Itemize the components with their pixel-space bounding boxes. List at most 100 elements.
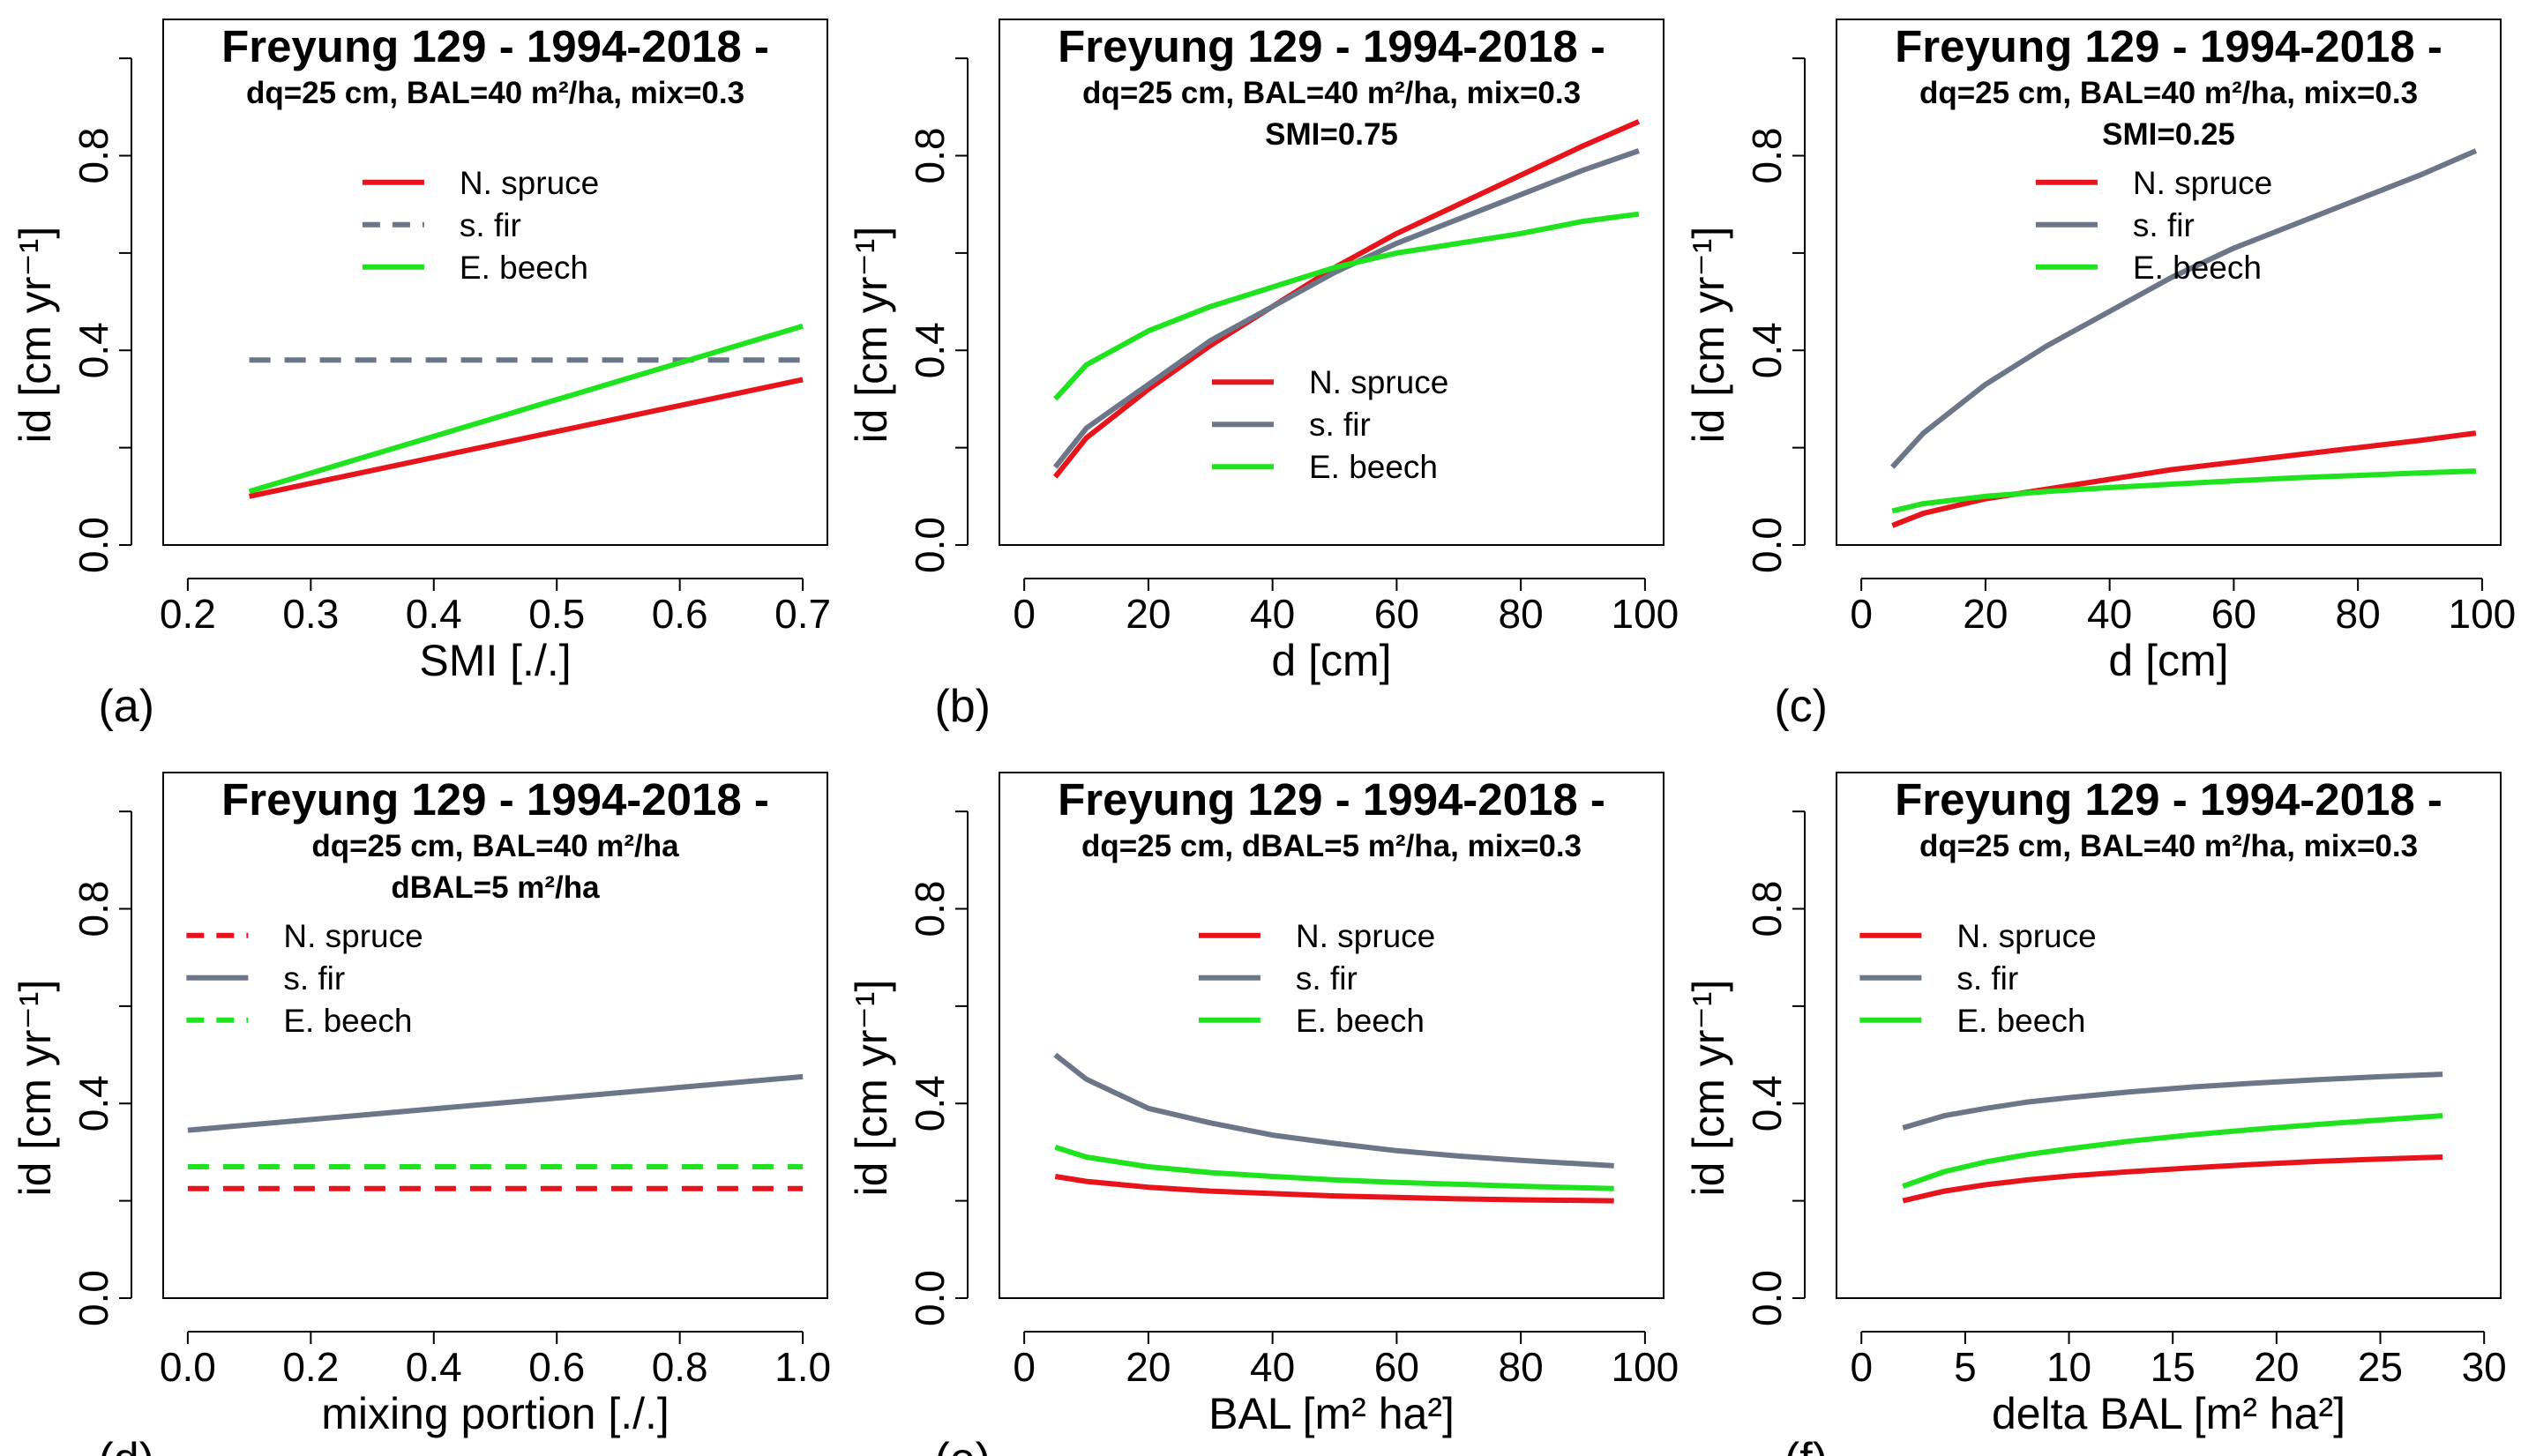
series-line-fir [1053,1052,1614,1169]
chart-panel-a: Freyung 129 - 1994-2018 - dq=25 cm, BAL=4… [11,19,831,732]
y-tick-label: 0.8 [71,881,116,937]
chart-subtitle: dq=25 cm, BAL=40 m²/ha [311,829,679,863]
x-tick-label: 100 [2449,591,2517,637]
x-tick-label: 0.8 [652,1344,708,1390]
series-line-fir [1890,148,2478,469]
x-axis-label: d [cm] [1271,636,1391,685]
y-tick-label: 0.4 [1744,322,1790,378]
x-tick-label: 60 [1374,1344,1419,1390]
chart-title: Freyung 129 - 1994-2018 - [1895,21,2442,71]
y-axis-label: id [cm yr⁻¹] [1684,227,1733,444]
legend-label-fir: s. fir [2133,207,2195,243]
x-tick-label: 100 [1612,591,1679,637]
legend-label-spruce: N. spruce [1296,918,1435,954]
legend-label-spruce: N. spruce [2133,165,2272,201]
x-tick-label: 80 [1499,1344,1544,1390]
plot-frame [999,19,1664,546]
legend-label-spruce: N. spruce [1956,918,2096,954]
y-axis-label: id [cm yr⁻¹] [847,980,896,1197]
x-tick-label: 0 [1850,1344,1873,1390]
y-tick-label: 0.0 [1744,517,1790,573]
y-tick-label: 0.0 [907,517,953,573]
y-axis-label: id [cm yr⁻¹] [1684,980,1733,1197]
y-axis-label: id [cm yr⁻¹] [847,227,896,444]
x-tick-label: 40 [2087,591,2132,637]
legend-label-beech: E. beech [1309,449,1438,485]
series-line-beech [1054,1145,1614,1191]
plot-frame [999,772,1664,1299]
chart-panel-e: Freyung 129 - 1994-2018 - dq=25 cm, dBAL=… [847,772,1679,1456]
series-line-spruce [1891,430,2477,528]
x-tick-label: 100 [1612,1344,1679,1390]
panel-label: (b) [934,681,991,732]
chart-title: Freyung 129 - 1994-2018 - [221,774,769,825]
legend-label-fir: s. fir [1296,960,1358,997]
y-tick-label: 0.0 [907,1270,953,1326]
chart-subtitle: dq=25 cm, BAL=40 m²/ha, mix=0.3 [1082,76,1581,110]
legend-label-beech: E. beech [460,250,588,286]
y-tick-label: 0.4 [907,1075,953,1131]
chart-panel-b: Freyung 129 - 1994-2018 - dq=25 cm, BAL=4… [847,19,1679,732]
chart-title: Freyung 129 - 1994-2018 - [221,21,769,71]
legend-label-beech: E. beech [283,1003,412,1039]
y-tick-label: 0.4 [71,322,116,378]
legend-label-fir: s. fir [283,960,345,997]
x-tick-label: 0.3 [282,591,339,637]
chart-title: Freyung 129 - 1994-2018 - [1058,774,1605,825]
x-tick-label: 40 [1250,1344,1295,1390]
legend-label-spruce: N. spruce [283,918,423,954]
y-tick-label: 0.8 [907,881,953,937]
x-tick-label: 60 [2211,591,2256,637]
chart-subtitle: dq=25 cm, BAL=40 m²/ha, mix=0.3 [246,76,744,110]
x-tick-label: 20 [1126,1344,1171,1390]
x-tick-label: 0 [1013,1344,1036,1390]
y-tick-label: 0.8 [1744,881,1790,937]
plot-frame [162,19,828,546]
x-tick-label: 0.6 [652,591,708,637]
plot-frame [1836,772,2502,1299]
y-tick-label: 0.8 [907,128,953,184]
x-tick-label: 0 [1013,591,1036,637]
panel-label: (f) [1784,1434,1828,1456]
y-tick-label: 0.8 [71,128,116,184]
chart-subtitle: SMI=0.25 [2102,117,2235,152]
chart-subtitle: dq=25 cm, BAL=40 m²/ha, mix=0.3 [1919,829,2418,863]
x-axis-label: BAL [m² ha²] [1208,1389,1455,1438]
series-line-beech [248,323,804,495]
plot-frame [162,772,828,1299]
y-axis-label: id [cm yr⁻¹] [11,980,60,1197]
panel-label: (e) [934,1434,991,1456]
chart-title: Freyung 129 - 1994-2018 - [1895,774,2442,825]
x-tick-label: 0.4 [406,591,462,637]
legend-label-fir: s. fir [1956,960,2018,997]
x-tick-label: 0.7 [774,591,831,637]
y-tick-label: 0.4 [71,1075,116,1131]
x-tick-label: 1.0 [774,1344,831,1390]
x-axis-label: mixing portion [./.] [321,1389,670,1438]
legend-label-beech: E. beech [2133,250,2262,286]
panel-label: (c) [1774,681,1828,732]
x-tick-label: 0 [1850,591,1873,637]
y-tick-label: 0.4 [1744,1075,1790,1131]
chart-subtitle: SMI=0.75 [1265,117,1398,152]
chart-panel-f: Freyung 129 - 1994-2018 - dq=25 cm, BAL=4… [1684,772,2507,1456]
y-axis-label: id [cm yr⁻¹] [11,227,60,444]
chart-panel-c: Freyung 129 - 1994-2018 - dq=25 cm, BAL=4… [1684,19,2516,732]
x-tick-label: 30 [2462,1344,2507,1390]
x-axis-label: SMI [./.] [419,636,571,685]
x-tick-label: 5 [1954,1344,1977,1390]
legend-label-fir: s. fir [460,207,521,243]
series-line-fir [1902,1071,2443,1131]
x-tick-label: 20 [1963,591,2008,637]
series-line-beech [1053,211,1640,401]
chart-subtitle: dBAL=5 m²/ha [391,870,600,905]
series-line-fir [1052,148,1640,469]
legend-label-beech: E. beech [1956,1003,2085,1039]
series-line-spruce [1902,1154,2443,1204]
series-line-spruce [1054,1174,1614,1204]
x-tick-label: 80 [1499,591,1544,637]
legend-label-beech: E. beech [1296,1003,1425,1039]
panel-label: (a) [98,681,154,732]
chart-panel-d: Freyung 129 - 1994-2018 - dq=25 cm, BAL=4… [11,772,831,1456]
